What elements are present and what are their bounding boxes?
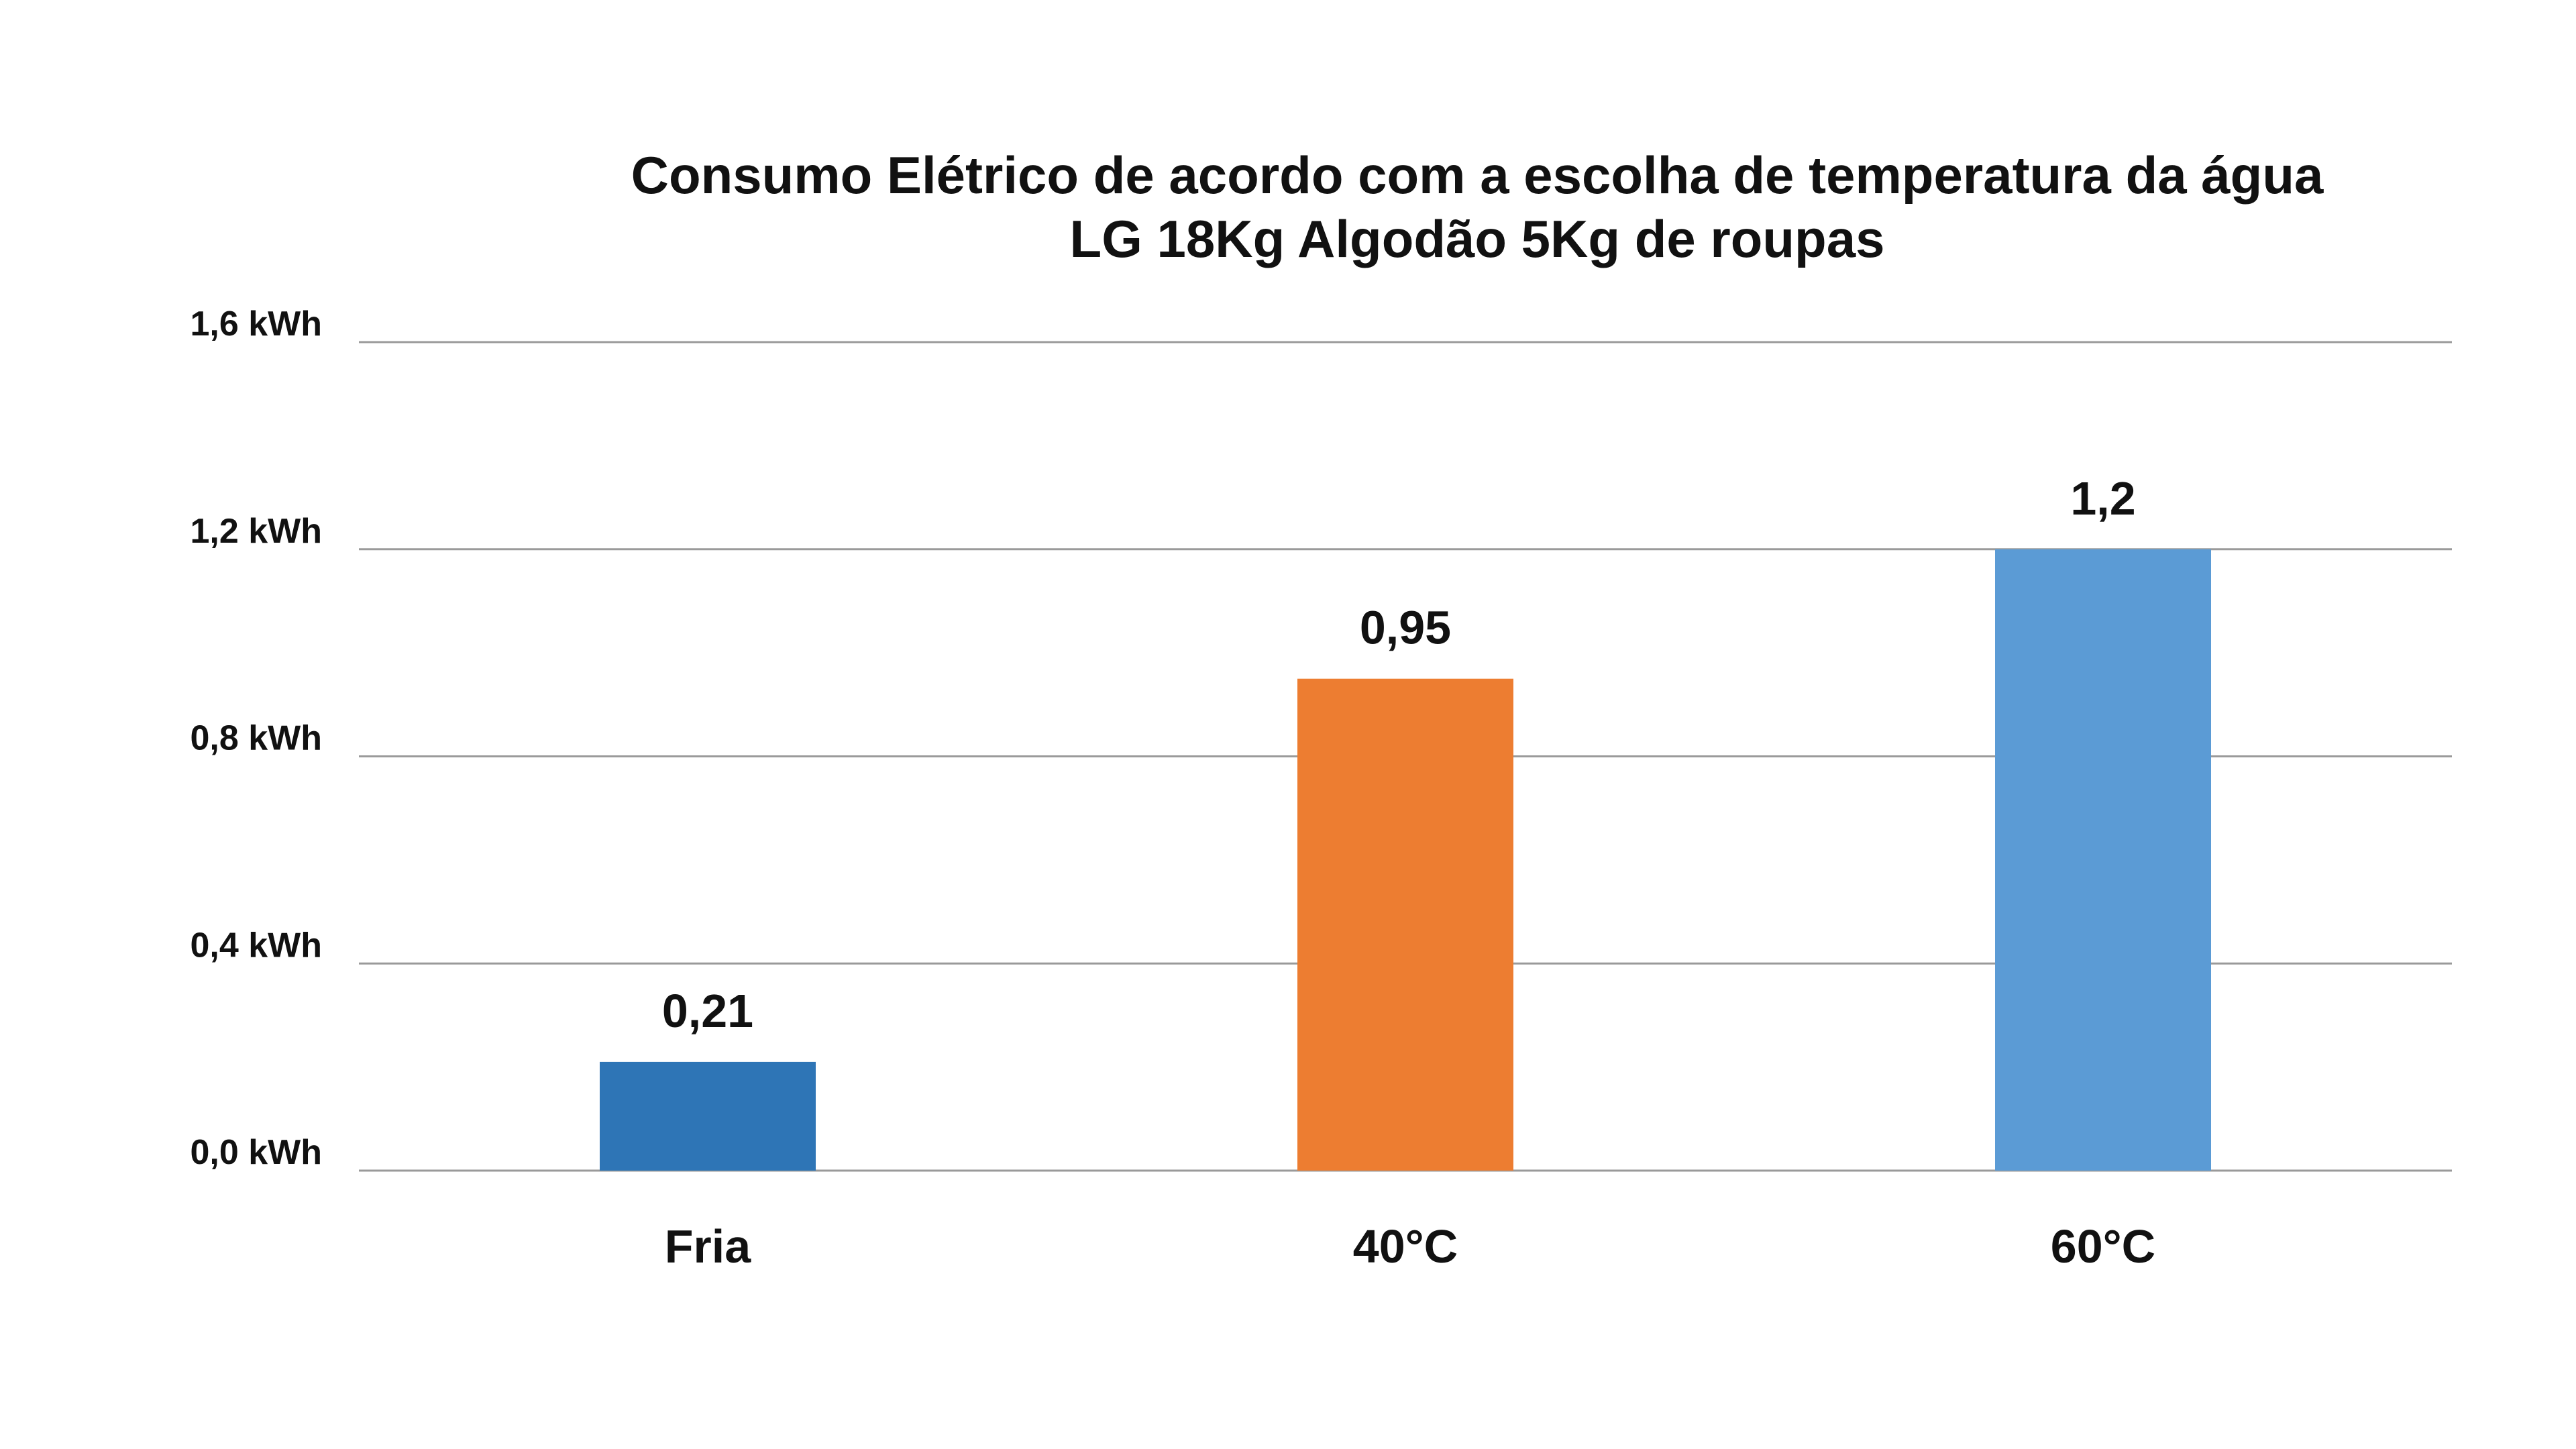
data-label: 0,21 [662, 985, 753, 1037]
y-tick-label: 0,8 kWh [191, 719, 323, 758]
y-tick-label: 0,4 kWh [191, 926, 323, 965]
bar [1995, 549, 2211, 1171]
data-labels: 0,21 0,95 1,2 [662, 472, 2136, 1037]
x-category-label: Fria [665, 1220, 751, 1273]
x-axis-category-labels: Fria 40°C 60°C [665, 1220, 2155, 1273]
chart-title: Consumo Elétrico de acordo com a escolha… [631, 146, 2324, 205]
x-category-label: 60°C [2051, 1220, 2155, 1273]
bars [600, 549, 2211, 1171]
y-tick-label: 1,6 kWh [191, 305, 323, 343]
data-label: 1,2 [2070, 472, 2135, 525]
y-axis-tick-labels: 0,0 kWh 0,4 kWh 0,8 kWh 1,2 kWh 1,6 kWh [191, 305, 323, 1172]
bar [1297, 678, 1513, 1171]
x-category-label: 40°C [1353, 1220, 1458, 1273]
y-tick-label: 1,2 kWh [191, 512, 323, 551]
y-tick-label: 0,0 kWh [191, 1133, 323, 1172]
chart-subtitle: LG 18Kg Algodão 5Kg de roupas [1070, 209, 1885, 268]
data-label: 0,95 [1360, 602, 1451, 654]
bar [600, 1061, 816, 1171]
